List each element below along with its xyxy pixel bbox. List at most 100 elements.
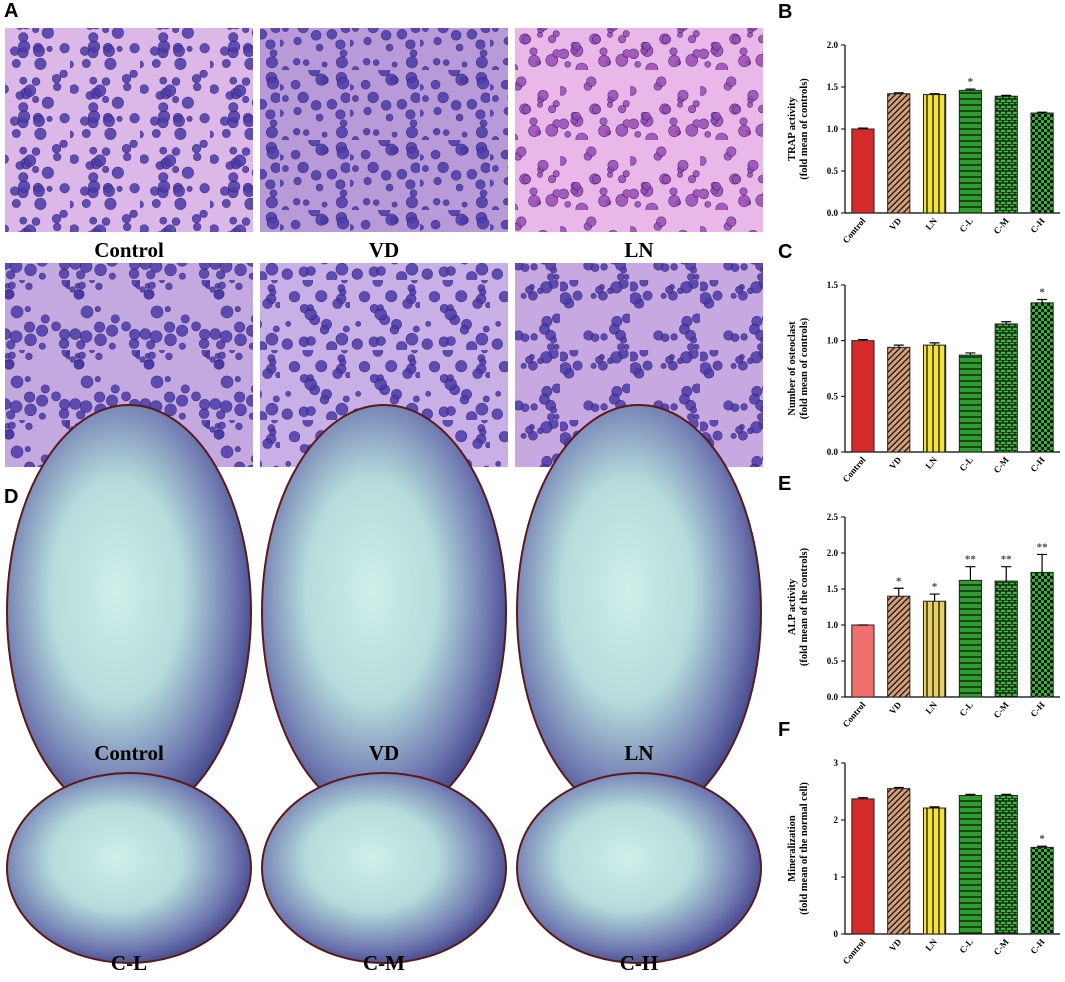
significance: * <box>896 575 902 587</box>
x-tick-label: Control <box>841 215 868 245</box>
bar <box>1030 846 1054 935</box>
y-axis-label: Number of osteoclast <box>787 321 798 416</box>
bar <box>922 344 947 453</box>
error-bar <box>1001 566 1012 582</box>
bar <box>958 579 983 698</box>
error-bar <box>1037 845 1048 848</box>
error-bar <box>1037 298 1048 303</box>
micrograph <box>260 28 508 232</box>
bar <box>922 94 947 214</box>
x-tick-label: C-H <box>1028 455 1046 474</box>
plate-label: LN <box>624 741 653 765</box>
y-tick-label: 2.0 <box>827 548 839 558</box>
x-tick-label: VD <box>887 454 903 471</box>
y-tick-label: 0.5 <box>827 656 839 666</box>
plate-label: C-H <box>620 951 659 975</box>
significance: * <box>1039 833 1045 845</box>
error-bar <box>965 88 976 91</box>
bar <box>994 580 1018 698</box>
y-tick-label: 1.0 <box>827 124 839 134</box>
y-tick-label: 0.0 <box>827 447 839 457</box>
significance: * <box>932 581 938 593</box>
y-axis-label: TRAP activity <box>787 96 798 161</box>
bar <box>1030 302 1054 453</box>
significance: * <box>1039 286 1045 298</box>
x-tick-label: C-L <box>957 700 975 718</box>
bar <box>887 595 911 698</box>
x-tick-label: VD <box>887 936 903 953</box>
significance: ** <box>1001 554 1013 566</box>
y-axis-label: (fold mean of the controls) <box>799 547 810 666</box>
x-tick-label: C-H <box>1028 700 1046 719</box>
y-tick-label: 3 <box>834 758 839 768</box>
bar <box>887 346 911 453</box>
y-axis-label: (fold mean of controls) <box>799 78 810 180</box>
culture-plate <box>6 772 252 964</box>
bar <box>1030 571 1054 698</box>
x-tick-label: C-M <box>992 699 1012 720</box>
error-bar <box>857 127 868 129</box>
bar <box>958 89 983 214</box>
x-tick-label: Control <box>841 936 868 966</box>
y-tick-label: 1.0 <box>827 336 839 346</box>
panel-letter: C <box>778 241 792 263</box>
panel-letter: B <box>778 1 792 23</box>
bar <box>851 624 875 698</box>
plate-label: C-L <box>111 951 147 975</box>
bar <box>887 788 911 935</box>
bar <box>994 323 1018 453</box>
error-bar <box>965 352 976 356</box>
y-tick-label: 0.5 <box>827 166 839 176</box>
culture-plate <box>261 772 507 964</box>
x-tick-label: Control <box>841 699 868 729</box>
y-tick-label: 1.0 <box>827 620 839 630</box>
error-bar <box>893 344 904 348</box>
image-label: VD <box>369 238 399 262</box>
x-tick-label: C-M <box>992 215 1012 236</box>
significance: ** <box>965 554 977 566</box>
x-tick-label: VD <box>887 215 903 232</box>
x-tick-label: C-H <box>1028 937 1046 956</box>
y-tick-label: 1.5 <box>827 82 839 92</box>
y-tick-label: 2 <box>834 815 839 825</box>
error-bar <box>929 93 940 95</box>
bar <box>851 128 875 214</box>
bar <box>851 340 875 453</box>
y-axis-label: Mineralization <box>787 815 798 882</box>
error-bar <box>857 797 868 799</box>
y-axis-label: (fold mean of the normal cell) <box>799 782 810 915</box>
x-tick-label: Control <box>841 454 868 484</box>
micrograph <box>515 28 763 232</box>
y-axis-label: (fold mean of controls) <box>799 317 810 419</box>
culture-plate <box>516 772 762 964</box>
bar <box>994 95 1018 214</box>
bar <box>922 600 947 698</box>
error-bar <box>857 338 868 341</box>
error-bar <box>965 566 976 581</box>
x-tick-label: VD <box>887 699 903 716</box>
bar <box>994 794 1018 935</box>
y-tick-label: 1 <box>834 872 839 882</box>
error-bar <box>1037 111 1048 114</box>
error-bar <box>929 593 940 602</box>
significance: * <box>968 76 974 88</box>
x-tick-label: LN <box>923 936 939 952</box>
y-tick-label: 0.5 <box>827 391 839 401</box>
error-bar <box>893 92 904 94</box>
y-tick-label: 2.0 <box>827 40 839 50</box>
error-bar <box>1001 94 1012 97</box>
bar <box>887 93 911 214</box>
bar <box>851 798 875 935</box>
error-bar <box>893 587 904 597</box>
image-label: Control <box>94 238 164 262</box>
error-bar <box>1001 793 1012 796</box>
y-tick-label: 0.0 <box>827 692 839 702</box>
x-tick-label: C-L <box>957 937 975 955</box>
x-tick-label: C-M <box>992 936 1012 957</box>
panel-letter: E <box>778 473 791 495</box>
y-tick-label: 0.0 <box>827 208 839 218</box>
y-tick-label: 1.5 <box>827 584 839 594</box>
bar <box>958 354 983 453</box>
significance: ** <box>1037 541 1049 553</box>
